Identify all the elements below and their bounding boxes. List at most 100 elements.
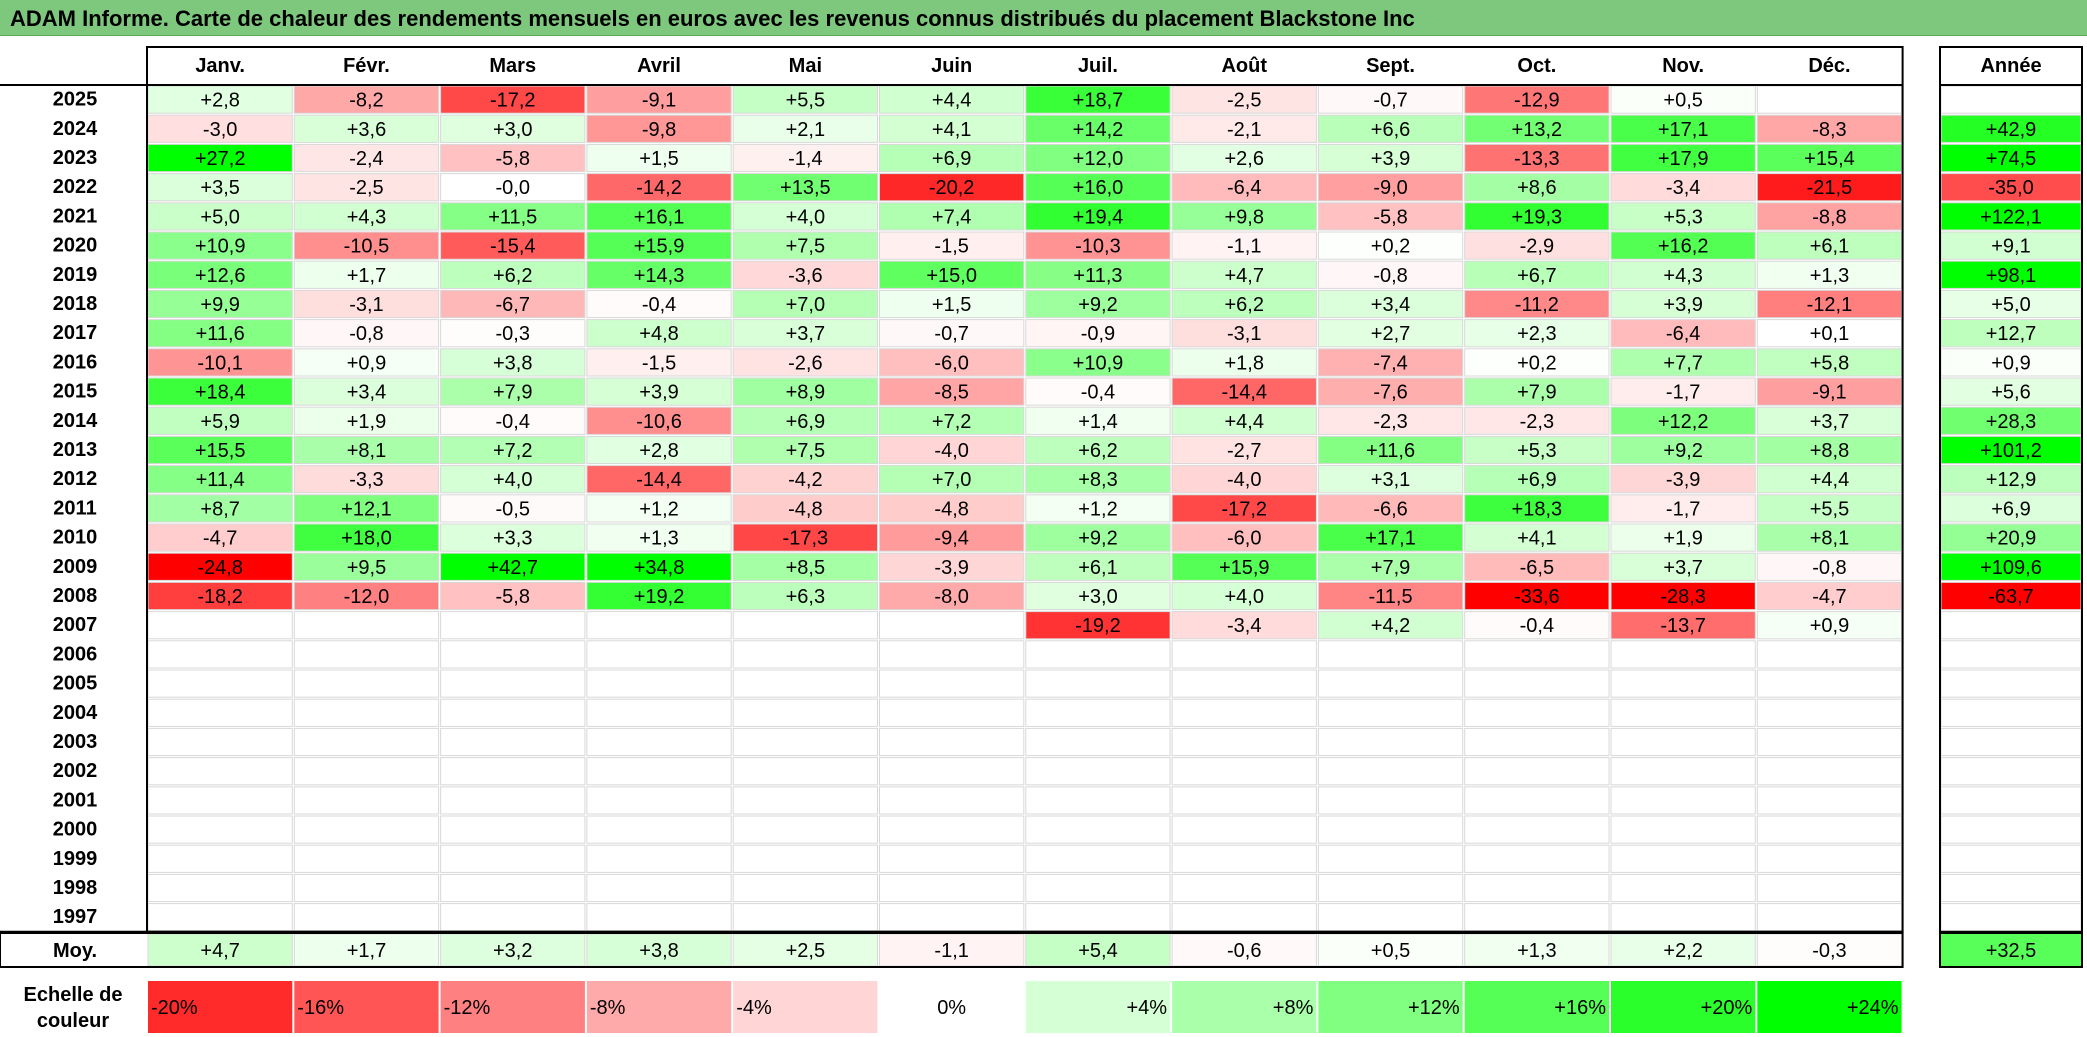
cell-value: -17,2 <box>1221 498 1267 520</box>
cell-value: +0,5 <box>1663 90 1702 112</box>
year-label: 2024 <box>53 118 98 140</box>
heatmap-cell <box>1756 727 1903 757</box>
cell-value: -0,8 <box>349 323 383 345</box>
cell-value: +8,8 <box>1810 440 1849 462</box>
heatmap-cell <box>1171 611 1317 640</box>
cell-value: -18,2 <box>197 586 243 608</box>
cell-value: +15,0 <box>926 265 977 287</box>
year-label: 2017 <box>53 322 98 344</box>
annual-value: -35,0 <box>1988 177 2034 199</box>
heatmap-cell <box>1464 465 1610 494</box>
cell-value: +19,4 <box>1073 206 1124 228</box>
heatmap-cell <box>1025 581 1171 611</box>
cell-value: +15,9 <box>634 236 685 258</box>
heatmap-cell <box>440 581 586 611</box>
heatmap-cell <box>1025 903 1171 932</box>
cell-value: +6,2 <box>1225 294 1264 316</box>
cell-value: -1,7 <box>1666 382 1700 404</box>
scale-value: +20% <box>1701 997 1753 1019</box>
heatmap-cell <box>586 640 732 669</box>
heatmap-cell <box>440 523 586 552</box>
heatmap-cell <box>440 114 586 143</box>
average-value: +3,8 <box>639 940 678 962</box>
heatmap-cell <box>1756 698 1903 727</box>
annual-frame <box>1939 46 2083 933</box>
month-header: Janv. <box>195 55 245 77</box>
cell-value: -10,6 <box>636 411 682 433</box>
average-value: +2,2 <box>1663 940 1702 962</box>
heatmap-cell <box>586 698 732 727</box>
heatmap-cell <box>879 786 1025 815</box>
heatmap-cell <box>1610 435 1756 465</box>
heatmap-cell <box>1171 727 1317 757</box>
heatmap-cell <box>1610 377 1756 406</box>
heatmap-cell <box>293 289 440 319</box>
year-label: 1997 <box>53 906 98 928</box>
cell-value: -0,8 <box>1812 557 1846 579</box>
heatmap-cell <box>1756 523 1903 552</box>
heatmap-cell <box>879 289 1025 319</box>
cell-value: +5,5 <box>786 90 825 112</box>
annual-cell <box>1940 727 2082 757</box>
cell-value: -12,9 <box>1514 90 1560 112</box>
heatmap-cell <box>1317 727 1464 757</box>
cell-value: +6,9 <box>932 148 971 170</box>
average-cell <box>1317 933 1464 967</box>
heatmap-cell <box>440 611 586 640</box>
year-label: 2006 <box>53 643 98 665</box>
cell-value: +7,5 <box>786 440 825 462</box>
heatmap-cell <box>879 611 1025 640</box>
cell-value: +6,1 <box>1810 236 1849 258</box>
heatmap-cell <box>1025 85 1171 114</box>
cell-value: -7,4 <box>1373 352 1407 374</box>
cell-value: +10,9 <box>195 236 246 258</box>
cell-value: -8,8 <box>1812 206 1846 228</box>
heatmap-cell <box>1025 173 1171 202</box>
heatmap-cell <box>147 173 293 202</box>
heatmap-cell <box>293 786 440 815</box>
heatmap-cell <box>1317 552 1464 581</box>
heatmap-cell <box>293 873 440 903</box>
annual-value: +0,9 <box>1991 352 2030 374</box>
cell-value: -0,7 <box>934 323 968 345</box>
title-bar: ADAM Informe. Carte de chaleur des rende… <box>0 0 2087 36</box>
heatmap-cell <box>293 202 440 231</box>
heatmap-cell <box>1317 786 1464 815</box>
scale-value: -20% <box>151 997 198 1019</box>
heatmap-cell <box>1464 202 1610 231</box>
annual-cell <box>1940 173 2082 202</box>
heatmap-cell <box>1317 757 1464 786</box>
heatmap-cell <box>1756 319 1903 348</box>
scale-swatch <box>733 981 878 1033</box>
heatmap-cell <box>732 173 879 202</box>
average-cell <box>1756 933 1903 967</box>
cell-value: +3,1 <box>1371 469 1410 491</box>
cell-value: +7,5 <box>786 236 825 258</box>
heatmap-cell <box>440 289 586 319</box>
cell-value: +1,9 <box>1663 528 1702 550</box>
cell-value: +2,3 <box>1517 323 1556 345</box>
cell-value: +8,3 <box>1078 469 1117 491</box>
cell-value: +3,9 <box>1371 148 1410 170</box>
heatmap-cell <box>879 377 1025 406</box>
heatmap-cell <box>1171 260 1317 289</box>
cell-value: -20,2 <box>929 177 975 199</box>
cell-value: +9,5 <box>347 557 386 579</box>
annual-cell <box>1940 581 2082 611</box>
heatmap-cell <box>1317 435 1464 465</box>
heatmap-cell <box>1756 435 1903 465</box>
cell-value: +12,2 <box>1658 411 1709 433</box>
cell-value: +15,9 <box>1219 557 1270 579</box>
heatmap-cell <box>732 114 879 143</box>
annual-cell <box>1940 523 2082 552</box>
heatmap-cell <box>147 377 293 406</box>
cell-value: +18,3 <box>1512 498 1563 520</box>
heatmap-cell <box>1464 552 1610 581</box>
heatmap-cell <box>293 377 440 406</box>
heatmap-cell <box>293 406 440 435</box>
heatmap-cell <box>147 727 293 757</box>
heatmap-cell <box>586 669 732 698</box>
year-label: 1999 <box>53 848 98 870</box>
month-header: Juin <box>931 55 972 77</box>
cell-value: +5,5 <box>1810 498 1849 520</box>
